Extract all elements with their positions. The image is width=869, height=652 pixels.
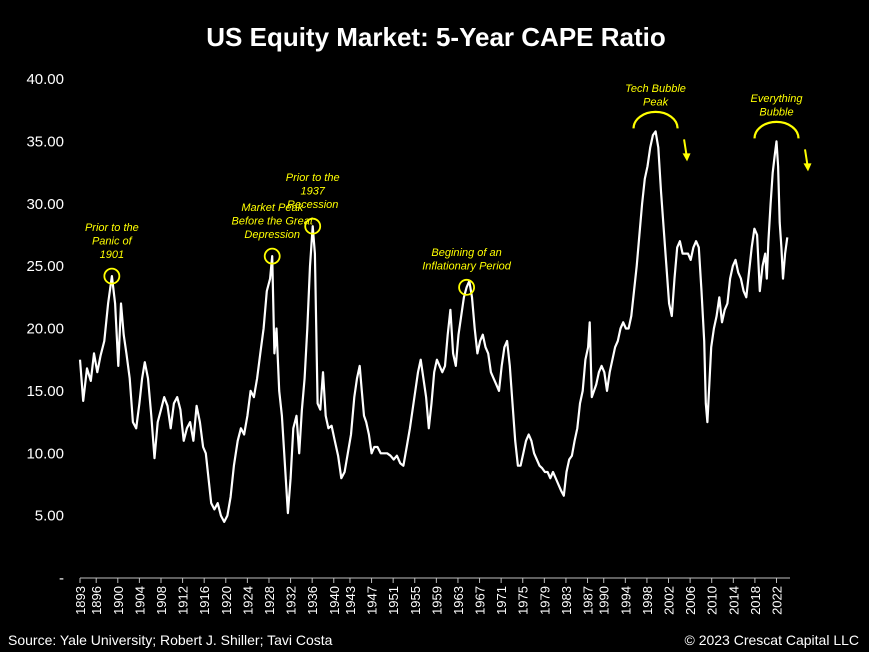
x-tick-label: 1904 (132, 586, 147, 615)
annotation-label: Prior to the (286, 172, 340, 184)
annotation-label: 1901 (100, 249, 124, 261)
x-tick-label: 1924 (240, 586, 255, 615)
annotation-circle-marker (304, 217, 322, 235)
x-tick-label: 1920 (219, 586, 234, 615)
x-tick-label: 1971 (494, 586, 509, 615)
x-tick-label: 1928 (262, 586, 277, 615)
x-tick-label: 1987 (581, 586, 596, 615)
annotation-label: Inflationary Period (422, 260, 512, 272)
annotation-arc-marker (632, 110, 679, 129)
y-tick-label: 10.00 (26, 445, 64, 462)
x-tick-label: 1967 (473, 586, 488, 615)
x-tick-label: 1975 (516, 586, 531, 615)
annotation-circle-marker (103, 267, 121, 285)
x-tick-label: 2002 (662, 586, 677, 615)
x-tick-label: 1951 (386, 586, 401, 615)
x-tick-label: 1896 (89, 586, 104, 615)
x-tick-label: 1916 (197, 586, 212, 615)
annotation-label: Depression (244, 229, 300, 241)
x-tick-label: 1936 (305, 586, 320, 615)
y-tick-label: 25.00 (26, 258, 64, 275)
x-tick-label: 1963 (451, 586, 466, 615)
x-tick-label: 2022 (770, 586, 785, 615)
y-tick-label: 20.00 (26, 321, 64, 338)
annotation-label: Peak (643, 96, 669, 108)
cape-series-line (78, 130, 789, 523)
x-tick-label: 1908 (154, 586, 169, 615)
y-tick-label: 30.00 (26, 196, 64, 213)
y-tick-label: - (59, 570, 64, 587)
x-tick-label: 1947 (365, 586, 380, 615)
x-tick-label: 1932 (284, 586, 299, 615)
y-tick-label: 35.00 (26, 133, 64, 150)
x-tick-label: 2014 (726, 586, 741, 615)
annotation-circle-marker (263, 247, 281, 265)
annotation-label: Before the Great (232, 216, 314, 228)
copyright-note: © 2023 Crescat Capital LLC (684, 632, 859, 648)
x-tick-label: 1955 (408, 586, 423, 615)
y-tick-label: 5.00 (35, 508, 64, 525)
y-tick-label: 15.00 (26, 383, 64, 400)
x-tick-label: 2010 (705, 586, 720, 615)
annotation-arc-marker (753, 120, 800, 139)
down-arrow-icon (804, 149, 809, 166)
x-tick-label: 1994 (618, 586, 633, 615)
annotation-circle-marker (458, 278, 475, 296)
annotation-label: Bubble (759, 106, 793, 118)
annotation-label: Begining of an (431, 247, 501, 259)
annotation-label: Everything (751, 93, 804, 105)
annotation-label: Panic of (92, 236, 133, 248)
x-axis: 1893 1896 1900 1904 1908 1912 1916 1920 1924 1928… (73, 577, 790, 615)
x-tick-label: 1893 (73, 586, 88, 615)
x-tick-label: 1912 (176, 586, 191, 615)
x-tick-label: 1940 (327, 586, 342, 615)
annotation-label: Prior to the (85, 222, 139, 234)
x-tick-label: 1990 (597, 586, 612, 615)
x-tick-label: 1900 (111, 586, 126, 615)
annotation-label: Recession (287, 199, 338, 211)
x-tick-label: 2018 (748, 586, 763, 615)
annotation-label: 1937 (300, 186, 325, 198)
x-tick-label: 1983 (559, 586, 574, 615)
annotation-label: Tech Bubble (625, 83, 686, 95)
down-arrow-icon (683, 139, 688, 156)
down-arrow-head-icon (803, 163, 812, 172)
chart-title: US Equity Market: 5-Year CAPE Ratio (206, 22, 665, 52)
annotation-label: Market Peak (241, 202, 303, 214)
source-note: Source: Yale University; Robert J. Shill… (8, 632, 333, 648)
x-tick-label: 1943 (343, 586, 358, 615)
x-tick-label: 2006 (683, 586, 698, 615)
y-tick-label: 40.00 (26, 71, 64, 88)
y-axis: - 5.00 10.00 15.00 20.00 25.00 30.00 35.00 40.00 (26, 71, 64, 587)
x-tick-label: 1959 (429, 586, 444, 615)
x-tick-label: 1998 (640, 586, 655, 615)
x-tick-label: 1979 (537, 586, 552, 615)
down-arrow-head-icon (682, 153, 691, 162)
